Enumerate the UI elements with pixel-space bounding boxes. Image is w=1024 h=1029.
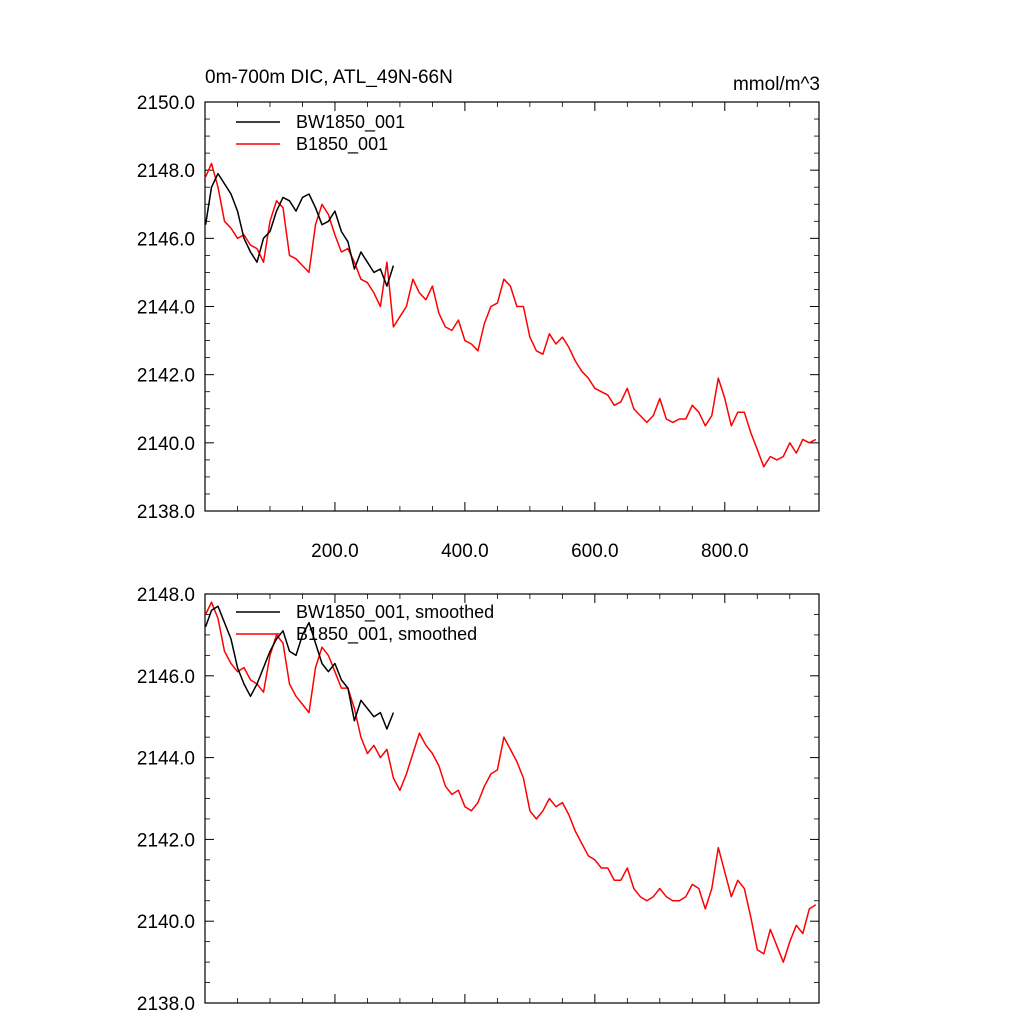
bottom-legend-label: BW1850_001, smoothed [296,602,494,623]
bottom-y-tick-label: 2142.0 [137,830,195,851]
top-y-tick-label: 2140.0 [137,434,195,455]
bottom-y-tick-label: 2148.0 [137,585,195,606]
bottom-plot-frame [204,593,820,1004]
top-series-b1850-001-line [204,162,817,468]
top-y-tick-label: 2150.0 [137,93,195,114]
bottom-y-tick-label: 2140.0 [137,912,195,933]
bottom-y-tick-label: 2146.0 [137,667,195,688]
top-x-tick-label: 600.0 [571,541,619,562]
top-chart-title: 0m-700m DIC, ATL_49N-66N [205,67,453,88]
bottom-panel: 2138.0 2140.0 2142.0 2144.0 2146.0 2148.0 BW18… [137,585,820,1015]
top-y-tick-label: 2144.0 [137,298,195,319]
top-plot-frame [204,101,820,512]
top-x-tick-label: 400.0 [441,541,489,562]
top-y-tick-label: 2148.0 [137,161,195,182]
top-x-tick-label: 200.0 [311,541,359,562]
top-y-tick-label: 2146.0 [137,229,195,250]
top-chart-units: mmol/m^3 [733,74,820,95]
bottom-legend-label: B1850_001, smoothed [296,624,477,645]
bottom-y-tick-label: 2138.0 [137,994,195,1015]
top-series-bw1850-001-line [204,172,395,287]
bottom-series-b1850-001-line [204,601,817,963]
top-y-tick-label: 2138.0 [137,502,195,523]
bottom-series-bw1850-001-line [204,605,395,730]
top-y-tick-label: 2142.0 [137,366,195,387]
top-x-tick-label: 800.0 [701,541,749,562]
top-legend-label: B1850_001 [296,134,388,155]
bottom-y-tick-label: 2144.0 [137,749,195,770]
top-legend-label: BW1850_001 [296,112,405,133]
top-panel: 2138.0 2140.0 2142.0 2144.0 2146.0 2148.0 2150… [137,93,820,562]
